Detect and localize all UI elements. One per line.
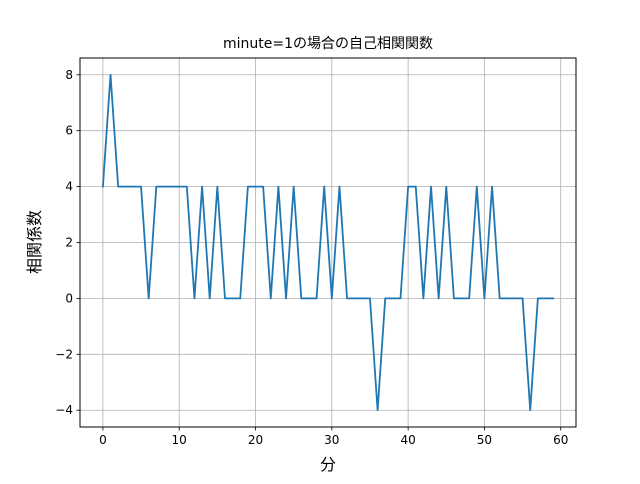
- y-tick-label: −2: [55, 347, 73, 361]
- y-tick-label: 6: [65, 124, 73, 138]
- chart-title: minute=1の場合の自己相関関数: [223, 36, 433, 52]
- series-line: [101, 73, 555, 412]
- y-tick-label: 0: [65, 291, 73, 305]
- x-axis-title: 分: [320, 455, 336, 474]
- x-tick-label: 0: [99, 433, 107, 447]
- y-tick-label: 2: [65, 236, 73, 250]
- x-tick-label: 60: [553, 433, 568, 447]
- y-tick-label: −4: [55, 403, 73, 417]
- x-tick-label: 30: [324, 433, 339, 447]
- y-axis-title: 相関係数: [25, 210, 44, 274]
- series-layer: [101, 73, 555, 412]
- x-tick-label: 10: [172, 433, 187, 447]
- x-tick-label: 40: [400, 433, 415, 447]
- ticks: 0 10 20 30 40 50 60 −4 −2 0 2 4 6 8: [55, 68, 568, 447]
- x-tick-label: 20: [248, 433, 263, 447]
- y-tick-label: 4: [65, 180, 73, 194]
- y-tick-label: 8: [65, 68, 73, 82]
- x-tick-label: 50: [477, 433, 492, 447]
